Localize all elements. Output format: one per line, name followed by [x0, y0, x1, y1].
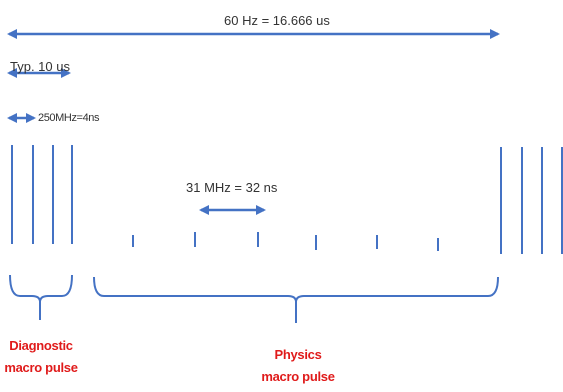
- diag-group-label-line2: macro pulse: [4, 360, 78, 375]
- phys-group-label-line2: macro pulse: [261, 369, 335, 384]
- diag-bracket: [9, 274, 73, 303]
- diag-spacing-label: 250MHz=4ns: [38, 112, 100, 124]
- phys-spacing-label: 31 MHz = 32 ns: [186, 180, 278, 195]
- diag-group-label: Diagnostic macro pulse: [0, 335, 82, 379]
- diag-group-label-line1: Diagnostic: [9, 338, 73, 353]
- phys-bracket: [93, 276, 499, 303]
- phys-group-label-line1: Physics: [274, 347, 322, 362]
- period-label: 60 Hz = 16.666 us: [224, 13, 330, 28]
- phys-group-label: Physics macro pulse: [252, 344, 344, 388]
- diag-length-label: Typ. 10 us: [10, 59, 70, 74]
